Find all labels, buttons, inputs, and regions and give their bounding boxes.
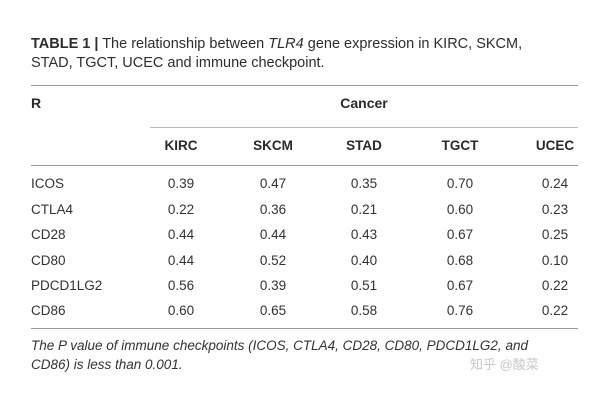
table-cell: 0.67 [446,227,474,242]
header-rule [31,165,578,166]
table-footnote-line2: CD86) is less than 0.001. [31,357,183,372]
table-cell: 0.47 [259,176,287,191]
table-cell: 0.43 [350,227,378,242]
table-cell: 0.68 [446,253,474,268]
caption-text-post: gene expression in KIRC, SKCM, [303,36,523,52]
table-cell: 0.65 [259,303,287,318]
table-cell: 0.58 [350,303,378,318]
table-cell: 0.52 [259,253,287,268]
table-cell: 0.70 [446,176,474,191]
caption-gene: TLR4 [268,36,304,52]
table-cell: 0.36 [259,202,287,217]
table-row: CD80 0.44 0.52 0.40 0.68 0.10 [0,250,600,272]
table-bottom-rule [31,328,578,329]
group-header-rule [150,127,578,128]
column-header-kirc: KIRC [164,138,198,153]
table-top-rule [31,85,578,86]
table-cell: 0.21 [350,202,378,217]
column-header-skcm: SKCM [253,138,293,153]
table-row: PDCD1LG2 0.56 0.39 0.51 0.67 0.22 [0,275,600,297]
table-cell: 0.51 [350,278,378,293]
column-header-ucec: UCEC [535,138,575,153]
column-header-stad: STAD [346,138,382,153]
row-label: CTLA4 [31,202,74,217]
table-footnote: The P value of immune checkpoints (ICOS,… [31,338,528,353]
table-caption: TABLE 1 | The relationship between TLR4 … [31,35,591,53]
row-label: CD80 [31,253,66,268]
table-cell: 0.10 [541,253,569,268]
table-cell: 0.76 [446,303,474,318]
table-cell: 0.67 [446,278,474,293]
table-label: TABLE 1 | [31,36,99,52]
table-cell: 0.22 [541,278,569,293]
table-cell: 0.39 [167,176,195,191]
table-row: CD28 0.44 0.44 0.43 0.67 0.25 [0,224,600,246]
table-cell: 0.40 [350,253,378,268]
row-header: R [31,95,42,111]
caption-text-pre: The relationship between [98,36,269,52]
table-cell: 0.23 [541,202,569,217]
table-row: CTLA4 0.22 0.36 0.21 0.60 0.23 [0,199,600,221]
table-cell: 0.44 [167,253,195,268]
table-cell: 0.39 [259,278,287,293]
table-cell: 0.24 [541,176,569,191]
row-label: ICOS [31,176,65,191]
table-cell: 0.44 [259,227,287,242]
table-cell: 0.25 [541,227,569,242]
column-header-tgct: TGCT [441,138,479,153]
table-row: CD86 0.60 0.65 0.58 0.76 0.22 [0,300,600,322]
table-row: ICOS 0.39 0.47 0.35 0.70 0.24 [0,173,600,195]
table-cell: 0.22 [541,303,569,318]
table-cell: 0.35 [350,176,378,191]
watermark: 知乎 @酸菜 [470,357,539,372]
row-label: CD86 [31,303,66,318]
row-label: PDCD1LG2 [31,278,103,293]
table-cell: 0.56 [167,278,195,293]
table-cell: 0.44 [167,227,195,242]
table-cell: 0.22 [167,202,195,217]
table-caption-line2: STAD, TGCT, UCEC and immune checkpoint. [31,55,325,71]
table-cell: 0.60 [446,202,474,217]
table-cell: 0.60 [167,303,195,318]
row-label: CD28 [31,227,66,242]
group-header: Cancer [340,95,388,111]
